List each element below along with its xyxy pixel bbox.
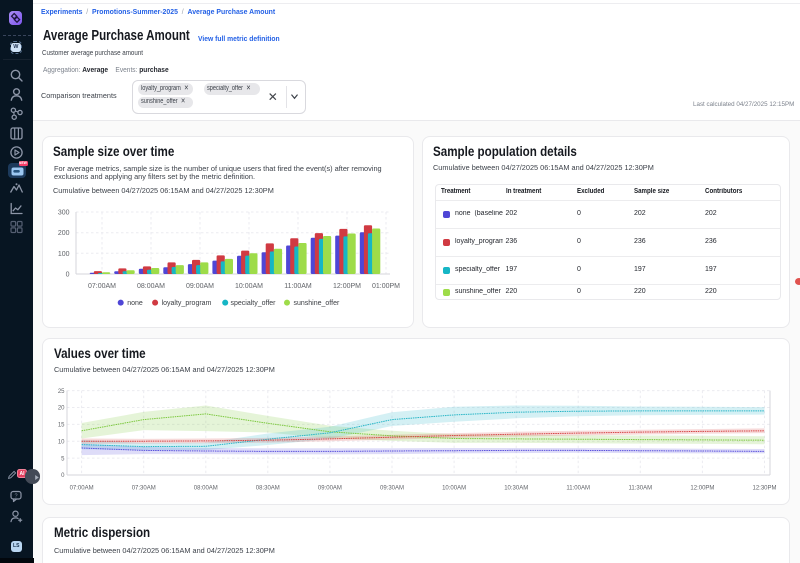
svg-text:none: none (127, 300, 143, 307)
svg-text:5: 5 (61, 456, 65, 462)
svg-text:07:30AM: 07:30AM (132, 486, 156, 492)
svg-text:08:00AM: 08:00AM (137, 283, 165, 290)
svg-text:11:00AM: 11:00AM (284, 283, 312, 290)
svg-text:300: 300 (58, 210, 70, 217)
svg-text:0: 0 (66, 272, 70, 279)
svg-text:11:30AM: 11:30AM (629, 486, 653, 492)
svg-text:07:00AM: 07:00AM (88, 283, 116, 290)
svg-text:08:00AM: 08:00AM (194, 486, 218, 492)
svg-text:10:30AM: 10:30AM (504, 486, 528, 492)
svg-text:specialty_offer: specialty_offer (231, 300, 277, 307)
svg-text:200: 200 (58, 230, 70, 237)
svg-text:09:30AM: 09:30AM (380, 486, 404, 492)
svg-text:25: 25 (58, 389, 65, 395)
svg-text:09:00AM: 09:00AM (318, 486, 342, 492)
svg-text:0: 0 (61, 473, 65, 479)
svg-text:10: 10 (58, 439, 65, 445)
svg-text:09:00AM: 09:00AM (186, 283, 214, 290)
svg-text:07:00AM: 07:00AM (70, 486, 94, 492)
svg-text:20: 20 (58, 406, 65, 412)
svg-text:12:00PM: 12:00PM (690, 486, 714, 492)
svg-text:100: 100 (58, 251, 70, 258)
svg-text:12:00PM: 12:00PM (333, 283, 361, 290)
svg-text:15: 15 (58, 423, 65, 429)
svg-text:11:00AM: 11:00AM (566, 486, 590, 492)
svg-text:10:00AM: 10:00AM (235, 283, 263, 290)
svg-text:loyalty_program: loyalty_program (162, 300, 212, 307)
svg-text:sunshine_offer: sunshine_offer (294, 300, 340, 307)
svg-text:08:30AM: 08:30AM (256, 486, 280, 492)
svg-text:12:30PM: 12:30PM (752, 486, 776, 492)
svg-text:?: ? (14, 493, 17, 499)
svg-text:10:00AM: 10:00AM (442, 486, 466, 492)
svg-text:01:00PM: 01:00PM (372, 283, 400, 290)
